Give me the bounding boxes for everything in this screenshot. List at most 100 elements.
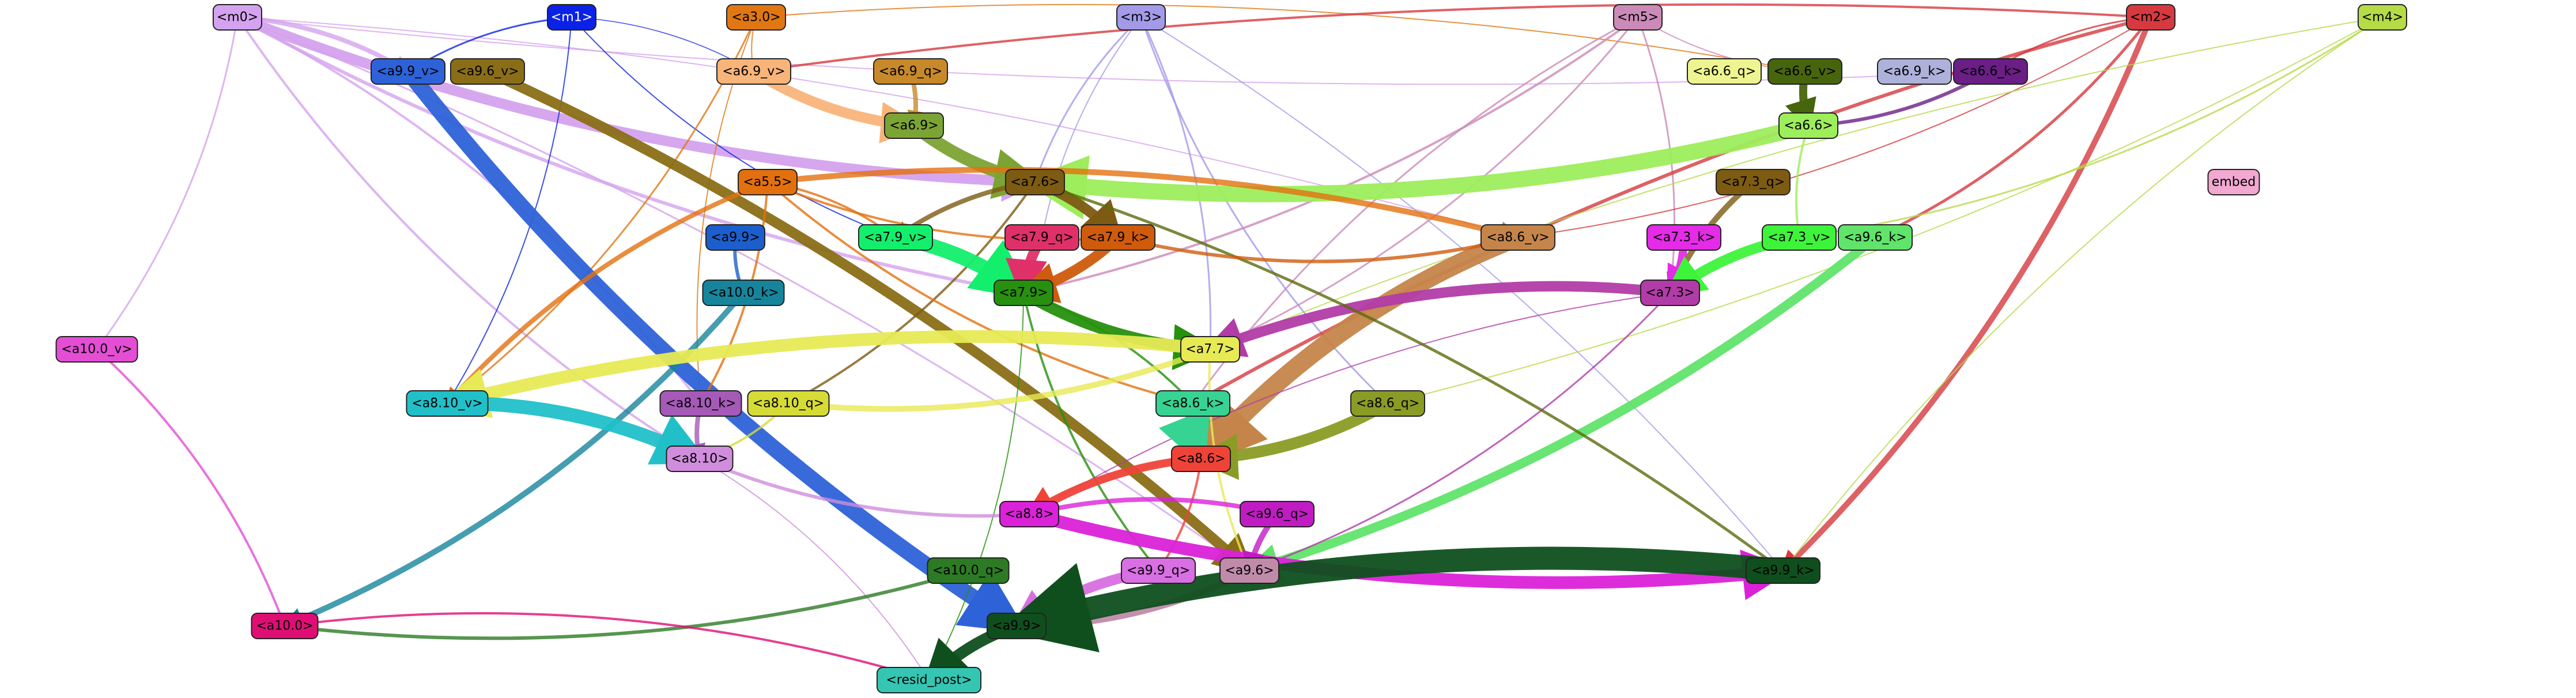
node-a8-10-k[interactable]: <a8.10_k> xyxy=(659,390,742,417)
node-label-m0: <m0> xyxy=(217,10,258,25)
edge-m2-to-a9-9-k xyxy=(1780,14,2154,574)
node-box-a10-0 xyxy=(251,613,319,639)
node-m5[interactable]: <m5> xyxy=(1613,4,1663,31)
node-a3-0[interactable]: <a3.0> xyxy=(726,4,786,31)
node-a9-6-q[interactable]: <a9.6_q> xyxy=(1240,501,1315,527)
node-a8-8[interactable]: <a8.8> xyxy=(999,501,1059,527)
node-a6-9-v[interactable]: <a6.9_v> xyxy=(716,58,791,85)
node-a9-9-q[interactable]: <a9.9_q> xyxy=(1121,557,1196,584)
edge-a10-0-to-resid-post xyxy=(284,612,931,682)
node-box-a7-3-q xyxy=(1716,169,1791,195)
node-label-a8-8: <a8.8> xyxy=(1004,507,1053,522)
node-m1[interactable]: <m1> xyxy=(547,4,596,31)
node-a6-9-q[interactable]: <a6.9_q> xyxy=(873,58,948,85)
edge-a5-5-to-a8-6-v xyxy=(765,167,1523,244)
node-a9-9[interactable]: <a9.9> xyxy=(705,224,765,251)
node-a8-10-v[interactable]: <a8.10_v> xyxy=(406,390,489,417)
edge-m0-to-a10-0-v xyxy=(96,16,239,350)
node-label-a7-7: <a7.7> xyxy=(1185,342,1234,357)
node-label-a7-9-v: <a7.9_v> xyxy=(864,231,927,245)
node-a7-9[interactable]: <a7.9> xyxy=(994,280,1053,306)
node-a6-6-q[interactable]: <a6.6_q> xyxy=(1687,58,1762,85)
node-label-a3-0: <a3.0> xyxy=(731,10,780,25)
node-a5-5[interactable]: <a5.5> xyxy=(738,169,798,195)
node-box-a10-0-q xyxy=(927,557,1010,584)
node-box-a9-9b xyxy=(987,613,1047,639)
edge-m0-to-a8-10 xyxy=(236,16,701,460)
edge-m2-to-a8-6-v xyxy=(1517,17,2151,240)
node-a10-0-k[interactable]: <a10.0_k> xyxy=(702,280,785,306)
node-label-a9-6-k: <a9.6_k> xyxy=(1844,231,1906,245)
node-m0[interactable]: <m0> xyxy=(213,4,262,31)
edge-m3-to-a8-6-q xyxy=(1140,16,1389,405)
node-a8-6-v[interactable]: <a8.6_v> xyxy=(1480,224,1555,251)
node-label-a9-6: <a9.6> xyxy=(1225,564,1274,578)
node-box-resid-post xyxy=(877,667,981,693)
node-a8-6-k[interactable]: <a8.6_k> xyxy=(1155,390,1230,417)
node-label-a9-6-q: <a9.6_q> xyxy=(1245,507,1309,522)
edge-m2-to-a6-9-v xyxy=(751,3,2152,76)
node-a9-6[interactable]: <a9.6> xyxy=(1219,557,1279,584)
node-a6-6-k[interactable]: <a6.6_k> xyxy=(1953,58,2028,85)
node-a9-6-k[interactable]: <a9.6_k> xyxy=(1838,224,1913,251)
node-a7-7[interactable]: <a7.7> xyxy=(1180,336,1240,363)
edge-m4-to-a7-3-v xyxy=(1797,16,2384,240)
node-a8-10-q[interactable]: <a8.10_q> xyxy=(747,390,830,417)
node-a8-6-q[interactable]: <a8.6_q> xyxy=(1350,390,1425,417)
node-a7-3[interactable]: <a7.3> xyxy=(1640,280,1700,306)
node-box-a6-6-q xyxy=(1687,58,1762,85)
node-a10-0[interactable]: <a10.0> xyxy=(251,613,319,639)
node-box-m2 xyxy=(2126,4,2175,31)
edge-a7-3-to-a9-6 xyxy=(1248,292,1671,572)
node-a9-6-v[interactable]: <a9.6_v> xyxy=(450,58,525,85)
edge-a7-7-to-a8-10-v xyxy=(437,330,1217,418)
edge-a7-7-to-a8-10-q xyxy=(784,346,1213,417)
edge-m5-to-a7-9 xyxy=(1021,16,1639,296)
edge-a9-6-v-to-a9-6 xyxy=(482,66,1256,576)
node-a6-9-k[interactable]: <a6.9_k> xyxy=(1877,58,1952,85)
node-box-a9-9-k xyxy=(1746,557,1820,584)
node-a7-3-q[interactable]: <a7.3_q> xyxy=(1716,169,1791,195)
node-a9-9b[interactable]: <a9.9> xyxy=(987,613,1047,639)
node-a10-0-v[interactable]: <a10.0_v> xyxy=(55,336,138,363)
edge-a5-5-to-a8-6-k xyxy=(766,181,1195,406)
edge-m3-to-a7-9-q xyxy=(1040,17,1142,239)
node-box-a9-6-q xyxy=(1240,501,1315,527)
node-a9-9-v[interactable]: <a9.9_v> xyxy=(371,58,445,85)
node-m3[interactable]: <m3> xyxy=(1116,4,1166,31)
node-a9-9-k[interactable]: <a9.9_k> xyxy=(1746,557,1820,584)
node-label-a7-9-k: <a7.9_k> xyxy=(1086,231,1149,245)
node-a7-3-k[interactable]: <a7.3_k> xyxy=(1646,224,1721,251)
node-a10-0-q[interactable]: <a10.0_q> xyxy=(927,557,1010,584)
node-label-a8-10-v: <a8.10_v> xyxy=(411,397,482,411)
node-a7-9-k[interactable]: <a7.9_k> xyxy=(1081,224,1155,251)
node-a7-9-q[interactable]: <a7.9_q> xyxy=(1004,224,1079,251)
node-label-a6-6-q: <a6.6_q> xyxy=(1693,65,1756,79)
node-box-embed xyxy=(2207,169,2260,195)
node-label-a9-9: <a9.9> xyxy=(711,231,760,245)
node-label-a10-0: <a10.0> xyxy=(256,619,313,633)
node-a6-6-v[interactable]: <a6.6_v> xyxy=(1767,58,1842,85)
node-a8-10[interactable]: <a8.10> xyxy=(666,446,734,472)
edge-a7-9-k-to-a8-6-v xyxy=(1116,233,1521,263)
node-label-a7-9-q: <a7.9_q> xyxy=(1010,231,1074,245)
edge-a7-9-to-resid-post xyxy=(928,292,1024,681)
node-label-a10-0-q: <a10.0_q> xyxy=(932,564,1004,578)
node-a7-3-v[interactable]: <a7.3_v> xyxy=(1762,224,1837,251)
node-a8-6[interactable]: <a8.6> xyxy=(1171,446,1231,472)
node-a6-9[interactable]: <a6.9> xyxy=(884,112,944,139)
node-resid-post[interactable]: <resid_post> xyxy=(877,667,981,693)
node-label-a6-9-q: <a6.9_q> xyxy=(879,65,942,79)
edge-m0-to-a7-9 xyxy=(236,16,1026,298)
node-m4[interactable]: <m4> xyxy=(2358,4,2407,31)
node-m2[interactable]: <m2> xyxy=(2126,4,2175,31)
node-box-m3 xyxy=(1116,4,1166,31)
edge-a10-0-v-to-a10-0 xyxy=(96,348,286,628)
node-a6-6[interactable]: <a6.6> xyxy=(1778,112,1838,139)
node-a7-6[interactable]: <a7.6> xyxy=(1005,169,1065,195)
node-embed[interactable]: embed xyxy=(2207,169,2260,195)
node-label-m4: <m4> xyxy=(2362,10,2403,25)
node-a7-9-v[interactable]: <a7.9_v> xyxy=(858,224,933,251)
node-label-a8-6-v: <a8.6_v> xyxy=(1486,231,1549,245)
node-label-a6-6-v: <a6.6_v> xyxy=(1773,65,1836,79)
